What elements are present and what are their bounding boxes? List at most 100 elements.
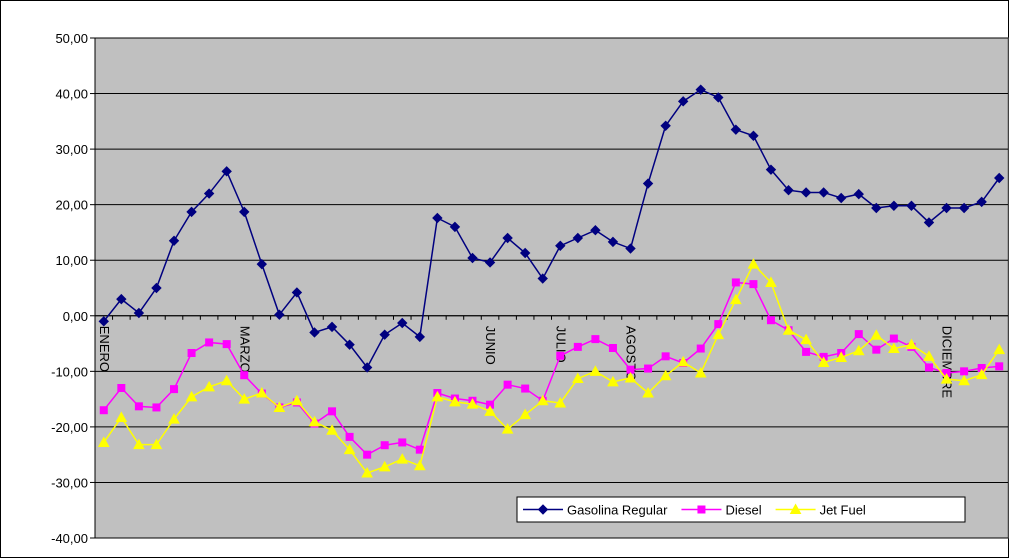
marker-diamond <box>906 200 917 211</box>
marker-triangle <box>449 395 461 407</box>
marker-square <box>995 362 1004 371</box>
marker-square <box>117 384 126 392</box>
marker-triangle <box>554 396 567 408</box>
legend-label: Diesel <box>725 503 761 518</box>
marker-triangle <box>150 438 163 450</box>
marker-square <box>152 403 161 412</box>
marker-diamond <box>397 317 408 329</box>
y-tick-label: 30,00 <box>55 142 88 157</box>
y-tick-label: -20,00 <box>51 420 88 435</box>
marker-triangle <box>466 398 479 409</box>
marker-triangle <box>361 466 373 478</box>
marker-square <box>714 320 723 329</box>
marker-diamond <box>467 252 478 264</box>
marker-triangle <box>571 372 584 384</box>
marker-square <box>749 280 758 289</box>
y-tick-label: -30,00 <box>51 475 88 490</box>
marker-triangle <box>326 424 338 435</box>
marker-diamond <box>168 235 180 246</box>
marker-diamond <box>835 192 847 204</box>
marker-diamond <box>871 202 882 214</box>
marker-triangle <box>185 390 198 402</box>
marker-diamond <box>677 96 689 107</box>
marker-square <box>205 338 214 347</box>
marker-diamond <box>519 247 531 259</box>
marker-square <box>363 450 372 459</box>
marker-square <box>99 406 108 415</box>
y-tick-label: 20,00 <box>55 198 88 213</box>
marker-triangle <box>642 386 654 398</box>
marker-square <box>608 344 617 352</box>
marker-diamond <box>186 206 197 218</box>
y-tick-label: 40,00 <box>55 87 88 102</box>
marker-square <box>696 344 705 353</box>
marker-square <box>872 345 881 354</box>
marker-triangle <box>536 394 549 406</box>
marker-square <box>556 351 565 360</box>
marker-diamond <box>98 316 109 327</box>
marker-triangle <box>905 338 918 350</box>
marker-triangle <box>940 373 953 384</box>
marker-square <box>345 432 354 441</box>
plot-area <box>94 37 1009 539</box>
marker-triangle <box>133 438 145 450</box>
marker-diamond <box>994 172 1005 184</box>
marker-diamond <box>572 232 584 244</box>
marker-triangle <box>378 460 391 472</box>
marker-triangle <box>730 293 742 305</box>
marker-diamond <box>239 206 250 218</box>
x-tick-label: ENERO <box>97 326 112 372</box>
marker-triangle <box>958 374 970 386</box>
marker-square <box>960 367 969 376</box>
marker-diamond <box>221 166 232 177</box>
y-tick-label: 0,00 <box>63 309 88 324</box>
marker-square <box>521 384 530 393</box>
marker-triangle <box>923 350 935 361</box>
marker-diamond <box>203 188 215 199</box>
marker-triangle <box>413 459 426 471</box>
marker-square <box>503 380 512 389</box>
legend-box <box>516 496 966 523</box>
marker-square <box>240 371 249 380</box>
marker-diamond <box>958 202 970 214</box>
marker-square <box>924 363 933 372</box>
marker-square <box>802 347 811 356</box>
marker-triangle <box>431 390 444 402</box>
marker-diamond <box>537 504 549 515</box>
marker-diamond <box>256 258 268 270</box>
marker-square <box>170 385 179 394</box>
marker-diamond <box>590 225 601 236</box>
marker-diamond <box>783 185 794 196</box>
y-tick-label: 10,00 <box>55 253 88 268</box>
marker-diamond <box>133 307 145 319</box>
marker-square <box>380 441 389 450</box>
marker-triangle <box>659 369 672 381</box>
marker-triangle <box>519 408 532 420</box>
marker-diamond <box>941 202 952 214</box>
marker-triangle <box>168 413 180 424</box>
marker-triangle <box>993 343 1006 355</box>
marker-square <box>731 278 740 287</box>
marker-triangle <box>782 324 795 335</box>
x-tick-label: JUNIO <box>483 326 498 365</box>
marker-diamond <box>432 212 443 224</box>
marker-triangle <box>607 375 619 387</box>
marker-diamond <box>800 187 812 198</box>
marker-square <box>697 505 706 514</box>
series-line <box>103 262 1000 474</box>
marker-diamond <box>625 243 636 254</box>
marker-triangle <box>238 393 251 404</box>
marker-square <box>766 316 775 325</box>
marker-triangle <box>765 276 777 287</box>
marker-diamond <box>923 217 935 228</box>
marker-triangle <box>501 423 514 434</box>
marker-triangle <box>484 405 496 416</box>
marker-square <box>187 349 196 357</box>
marker-diamond <box>642 178 654 189</box>
y-tick-label: -40,00 <box>51 531 88 546</box>
marker-diamond <box>274 309 285 320</box>
marker-square <box>222 340 231 349</box>
marker-triangle <box>888 342 900 354</box>
marker-diamond <box>151 282 162 294</box>
